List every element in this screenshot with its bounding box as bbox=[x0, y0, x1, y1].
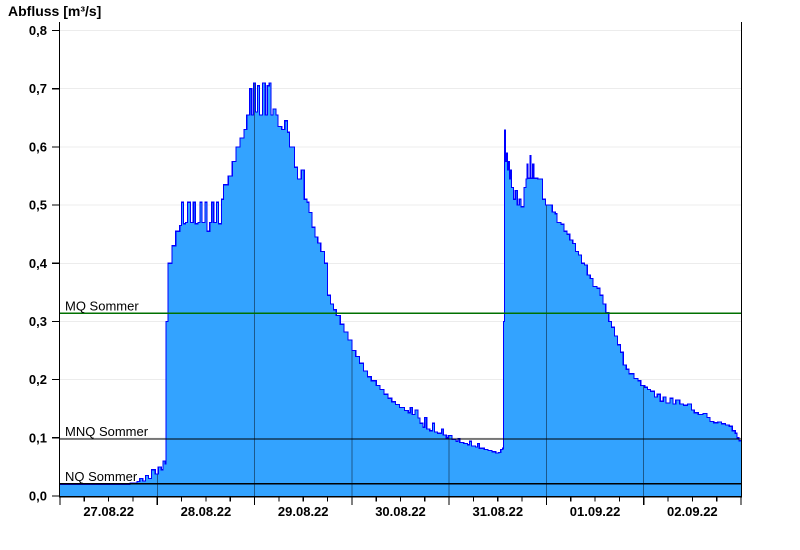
x-tick-labels: 27.08.22 28.08.22 29.08.22 30.08.22 31.08.22… bbox=[83, 504, 717, 519]
y-tick-label: 0,4 bbox=[29, 256, 48, 271]
y-tick-label: 0,3 bbox=[29, 314, 47, 329]
y-tick-label: 0,8 bbox=[29, 23, 47, 38]
x-tick-label: 27.08.22 bbox=[83, 504, 134, 519]
y-tick-label: 0,1 bbox=[29, 430, 47, 445]
y-tick-label: 0,6 bbox=[29, 139, 47, 154]
axes bbox=[58, 22, 743, 498]
reference-label-mnq-sommer: MNQ Sommer bbox=[65, 424, 149, 439]
chart-title: Abfluss [m³/s] bbox=[8, 3, 102, 19]
x-tick-label: 02.09.22 bbox=[667, 504, 718, 519]
reference-label-nq-sommer: NQ Sommer bbox=[65, 469, 138, 484]
x-tick-label: 29.08.22 bbox=[278, 504, 329, 519]
y-tick-label: 0,2 bbox=[29, 372, 47, 387]
x-tick-label: 28.08.22 bbox=[181, 504, 232, 519]
ticks bbox=[52, 29, 742, 505]
x-tick-label: 30.08.22 bbox=[375, 504, 426, 519]
x-tick-label: 01.09.22 bbox=[570, 504, 621, 519]
y-tick-label: 0,5 bbox=[29, 198, 47, 213]
y-tick-label: 0,7 bbox=[29, 81, 47, 96]
y-gridlines bbox=[60, 30, 741, 439]
reference-label-mq-sommer: MQ Sommer bbox=[65, 298, 139, 313]
y-tick-labels: 0,0 0,1 0,2 0,3 0,4 0,5 0,6 0,7 0,8 bbox=[29, 23, 48, 504]
discharge-area bbox=[60, 82, 741, 497]
y-tick-label: 0,0 bbox=[29, 489, 47, 504]
discharge-line bbox=[60, 82, 741, 485]
x-tick-label: 31.08.22 bbox=[472, 504, 523, 519]
